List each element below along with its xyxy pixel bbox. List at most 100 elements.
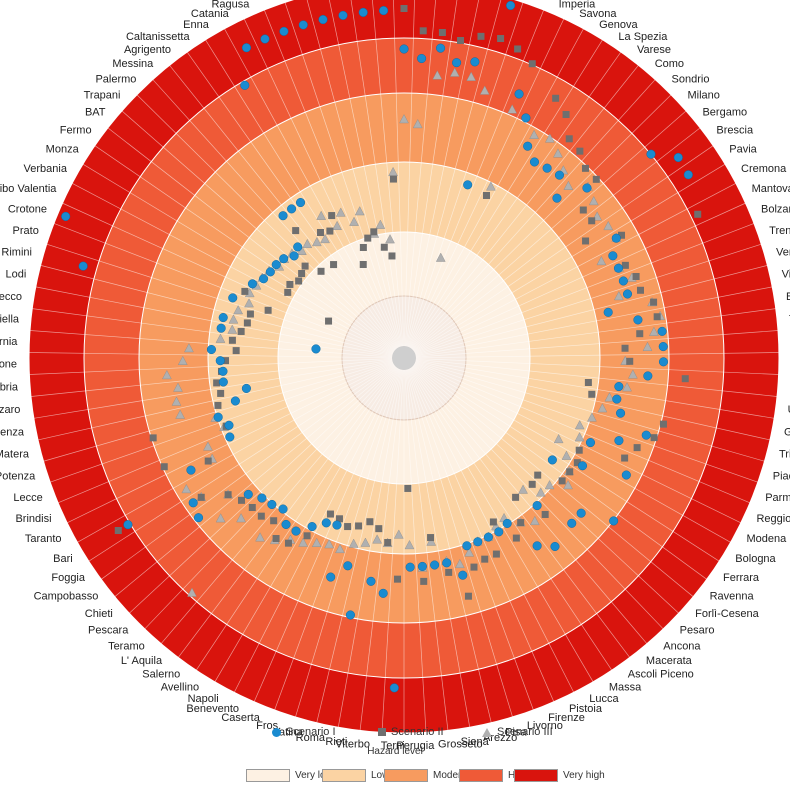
- category-label: Monza: [46, 143, 80, 155]
- spoke: [415, 243, 762, 355]
- scenario-2-point: [588, 217, 596, 225]
- spoke: [410, 367, 613, 671]
- scenario-1-point: [502, 518, 512, 528]
- scenario-3-point: [175, 409, 185, 419]
- spoke: [144, 366, 396, 630]
- scenario-1-point: [278, 504, 288, 514]
- scenario-2-point: [581, 164, 589, 172]
- category-label: Savona: [579, 8, 617, 20]
- category-label: Taranto: [25, 533, 62, 545]
- scenario-3-point: [233, 305, 243, 315]
- scenario-3-point: [404, 539, 415, 550]
- category-label: Ancona: [663, 640, 701, 652]
- spoke: [274, 369, 401, 711]
- scenario-1-point: [608, 251, 618, 261]
- scenario-1-point: [311, 344, 321, 354]
- category-label: Salerno: [142, 669, 180, 681]
- scenario-1-point: [267, 499, 277, 510]
- scenario-1-point: [257, 493, 267, 503]
- scenario-2-point: [197, 493, 205, 501]
- scenario-3-point: [332, 220, 342, 230]
- scenario-2-point: [566, 468, 574, 476]
- scenario-1-point: [514, 89, 524, 99]
- category-label: Avellino: [161, 681, 199, 693]
- spoke: [415, 358, 779, 375]
- scenario-2-point: [303, 532, 311, 540]
- category-label: Cremona: [741, 163, 787, 175]
- scenario-2-point: [464, 592, 472, 600]
- scenario-3-point: [604, 392, 615, 402]
- category-label: Viterbo: [335, 738, 370, 750]
- scenario-1-point: [338, 10, 348, 20]
- spoke: [233, 368, 399, 693]
- category-label: Brescia: [716, 125, 754, 137]
- scenario-2-point: [243, 319, 251, 327]
- scenario-2-point: [636, 330, 644, 338]
- spoke: [414, 363, 731, 543]
- legend-scenario-1-label: Scenario I: [286, 726, 336, 738]
- scenario-2-point: [214, 401, 222, 409]
- scenario-2-point: [621, 344, 629, 352]
- scenario-1-point: [321, 518, 331, 528]
- category-label: Modena: [746, 533, 787, 545]
- category-label: Matera: [0, 449, 30, 461]
- scenario-2-point: [232, 347, 240, 355]
- spoke: [411, 65, 639, 349]
- category-label: Lodi: [6, 268, 27, 280]
- scenario-2-point: [248, 504, 256, 512]
- scenario-1-point: [646, 149, 656, 159]
- category-label: Aosta: [538, 0, 567, 2]
- scenario-1-point: [609, 516, 619, 526]
- scenario-2-point: [681, 375, 689, 383]
- spoke: [33, 359, 393, 419]
- scenario-1-point: [532, 541, 542, 551]
- scenario-1-point: [643, 371, 653, 381]
- scenario-2-point: [237, 327, 245, 335]
- scenario-1-point: [216, 323, 226, 333]
- scenario-3-point: [518, 484, 528, 494]
- scenario-1-point: [603, 307, 613, 317]
- scenario-1-point: [612, 394, 622, 404]
- category-label: Pescara: [88, 625, 129, 637]
- scenario-1-point: [78, 261, 88, 271]
- scenario-2-point: [621, 454, 629, 462]
- category-label: Potenza: [0, 470, 36, 482]
- category-label: Trento: [769, 225, 790, 237]
- scenario-2-point: [438, 29, 446, 37]
- scenario-2-point: [653, 313, 661, 321]
- scenario-2-point: [618, 231, 626, 239]
- spoke: [243, 18, 400, 348]
- scenario-1-point: [123, 520, 133, 530]
- spoke: [404, 369, 427, 733]
- scenario-1-point: [523, 141, 533, 151]
- spoke: [284, 2, 401, 347]
- scenario-3-point: [486, 181, 496, 191]
- spoke: [415, 360, 771, 441]
- spoke: [40, 265, 393, 356]
- scenario-2-point: [394, 575, 402, 583]
- scenario-1-point: [241, 383, 251, 393]
- spoke: [32, 308, 393, 357]
- category-label: Lucca: [589, 693, 619, 705]
- spoke: [337, 369, 403, 728]
- scenario-1-point: [343, 561, 353, 571]
- spoke: [46, 243, 393, 355]
- spoke: [329, 0, 402, 347]
- category-label: Bologna: [735, 553, 776, 565]
- spoke: [316, 369, 402, 723]
- scenario-1-point: [506, 0, 516, 11]
- scenario-1-point: [279, 254, 289, 264]
- scenario-3-point: [184, 343, 194, 353]
- spoke: [415, 330, 779, 358]
- scenario-1-point: [243, 489, 253, 499]
- category-label: Firenze: [548, 712, 585, 724]
- spoke: [253, 368, 400, 702]
- spoke: [405, 369, 449, 731]
- scenario-3-point: [412, 118, 423, 129]
- spoke: [410, 39, 603, 349]
- category-label: Chieti: [85, 608, 113, 620]
- scenario-2-point: [457, 36, 465, 44]
- category-label: Agrigento: [124, 44, 171, 56]
- scenario-2-point: [659, 420, 667, 428]
- spoke: [372, 0, 404, 347]
